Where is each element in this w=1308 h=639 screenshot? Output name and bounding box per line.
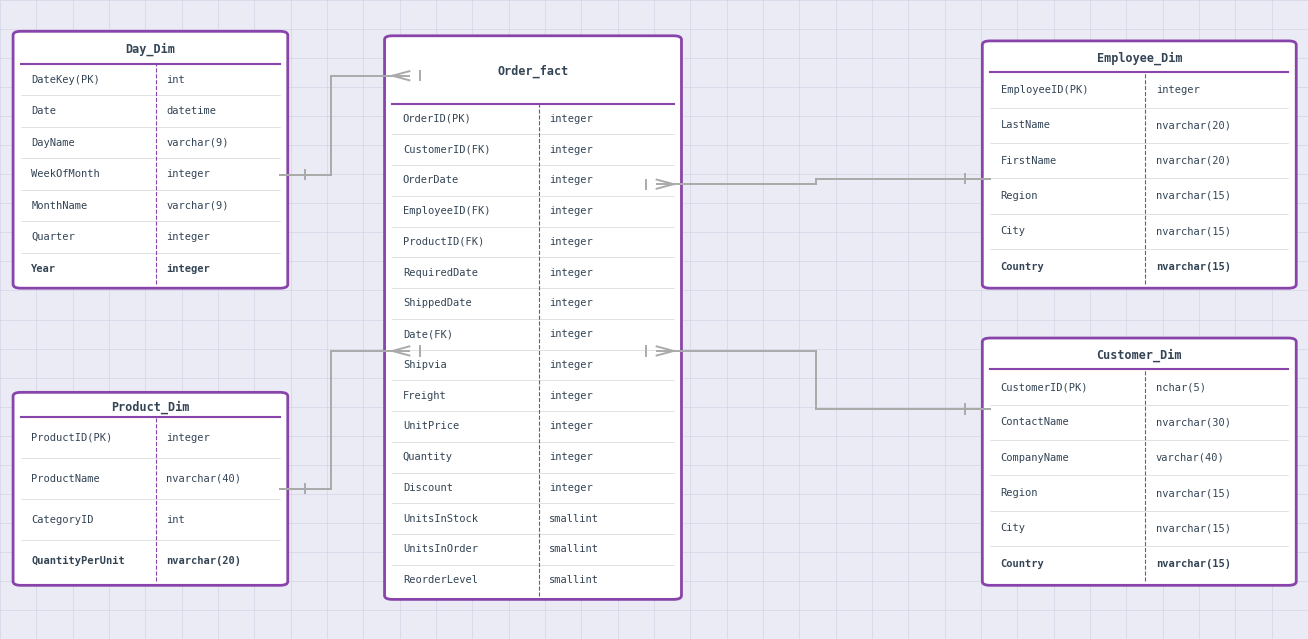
Text: WeekOfMonth: WeekOfMonth — [31, 169, 101, 179]
Text: integer: integer — [549, 176, 593, 185]
Text: Freight: Freight — [403, 390, 446, 401]
Text: City: City — [1001, 523, 1025, 534]
Text: integer: integer — [549, 452, 593, 462]
Text: UnitPrice: UnitPrice — [403, 422, 459, 431]
Text: EmployeeID(PK): EmployeeID(PK) — [1001, 85, 1088, 95]
FancyBboxPatch shape — [982, 41, 1296, 288]
Text: nvarchar(15): nvarchar(15) — [1156, 226, 1231, 236]
Text: Customer_Dim: Customer_Dim — [1096, 349, 1182, 362]
Text: Order_fact: Order_fact — [497, 65, 569, 78]
Text: CompanyName: CompanyName — [1001, 453, 1070, 463]
Text: EmployeeID(FK): EmployeeID(FK) — [403, 206, 490, 216]
Text: Day_Dim: Day_Dim — [126, 43, 175, 56]
Text: LastName: LastName — [1001, 120, 1050, 130]
Text: Shipvia: Shipvia — [403, 360, 446, 370]
Text: nvarchar(15): nvarchar(15) — [1156, 488, 1231, 498]
Text: Date(FK): Date(FK) — [403, 329, 453, 339]
Text: int: int — [166, 515, 184, 525]
FancyBboxPatch shape — [385, 36, 681, 599]
Text: integer: integer — [549, 144, 593, 155]
Text: nvarchar(40): nvarchar(40) — [166, 474, 241, 484]
Text: integer: integer — [549, 298, 593, 309]
Text: Quantity: Quantity — [403, 452, 453, 462]
Text: Discount: Discount — [403, 483, 453, 493]
Text: ProductID(FK): ProductID(FK) — [403, 237, 484, 247]
Text: OrderID(PK): OrderID(PK) — [403, 114, 472, 124]
FancyBboxPatch shape — [13, 31, 288, 288]
Text: integer: integer — [549, 422, 593, 431]
Text: integer: integer — [549, 390, 593, 401]
FancyBboxPatch shape — [13, 392, 288, 585]
Text: integer: integer — [549, 114, 593, 124]
Text: ContactName: ContactName — [1001, 417, 1070, 427]
Text: integer: integer — [549, 329, 593, 339]
FancyBboxPatch shape — [982, 338, 1296, 585]
Text: integer: integer — [549, 206, 593, 216]
Text: integer: integer — [166, 232, 209, 242]
Text: integer: integer — [549, 268, 593, 278]
Text: nvarchar(15): nvarchar(15) — [1156, 523, 1231, 534]
Text: CategoryID: CategoryID — [31, 515, 94, 525]
Text: nvarchar(20): nvarchar(20) — [1156, 156, 1231, 166]
Text: smallint: smallint — [549, 514, 599, 524]
Text: integer: integer — [1156, 85, 1199, 95]
Text: UnitsInOrder: UnitsInOrder — [403, 544, 477, 555]
Text: Country: Country — [1001, 262, 1044, 272]
Text: Country: Country — [1001, 559, 1044, 569]
Text: Employee_Dim: Employee_Dim — [1096, 52, 1182, 65]
Text: City: City — [1001, 226, 1025, 236]
Text: smallint: smallint — [549, 575, 599, 585]
Text: DayName: DayName — [31, 137, 75, 148]
Text: Date: Date — [31, 106, 56, 116]
Text: datetime: datetime — [166, 106, 216, 116]
Text: Region: Region — [1001, 191, 1039, 201]
Text: ReorderLevel: ReorderLevel — [403, 575, 477, 585]
Text: nchar(5): nchar(5) — [1156, 382, 1206, 392]
Text: nvarchar(15): nvarchar(15) — [1156, 559, 1231, 569]
Text: varchar(40): varchar(40) — [1156, 453, 1224, 463]
Text: integer: integer — [166, 433, 209, 443]
Text: RequiredDate: RequiredDate — [403, 268, 477, 278]
Text: ShippedDate: ShippedDate — [403, 298, 472, 309]
Text: Quarter: Quarter — [31, 232, 75, 242]
Text: integer: integer — [549, 483, 593, 493]
Text: Region: Region — [1001, 488, 1039, 498]
Text: MonthName: MonthName — [31, 201, 88, 211]
Text: integer: integer — [166, 263, 209, 273]
Text: nvarchar(30): nvarchar(30) — [1156, 417, 1231, 427]
Text: CustomerID(PK): CustomerID(PK) — [1001, 382, 1088, 392]
Text: integer: integer — [549, 237, 593, 247]
Text: DateKey(PK): DateKey(PK) — [31, 75, 101, 84]
Text: CustomerID(FK): CustomerID(FK) — [403, 144, 490, 155]
Text: nvarchar(20): nvarchar(20) — [166, 556, 241, 566]
Text: FirstName: FirstName — [1001, 156, 1057, 166]
Text: UnitsInStock: UnitsInStock — [403, 514, 477, 524]
Text: Year: Year — [31, 264, 56, 273]
Text: integer: integer — [549, 360, 593, 370]
Text: OrderDate: OrderDate — [403, 176, 459, 185]
Text: int: int — [166, 75, 184, 84]
Text: nvarchar(15): nvarchar(15) — [1156, 191, 1231, 201]
Text: ProductID(PK): ProductID(PK) — [31, 433, 112, 443]
Text: nvarchar(20): nvarchar(20) — [1156, 120, 1231, 130]
Text: Product_Dim: Product_Dim — [111, 400, 190, 413]
Text: varchar(9): varchar(9) — [166, 201, 229, 211]
Text: ProductName: ProductName — [31, 474, 101, 484]
Text: QuantityPerUnit: QuantityPerUnit — [31, 556, 126, 566]
Text: smallint: smallint — [549, 544, 599, 555]
Text: integer: integer — [166, 169, 209, 179]
Text: nvarchar(15): nvarchar(15) — [1156, 262, 1231, 272]
Text: varchar(9): varchar(9) — [166, 137, 229, 148]
